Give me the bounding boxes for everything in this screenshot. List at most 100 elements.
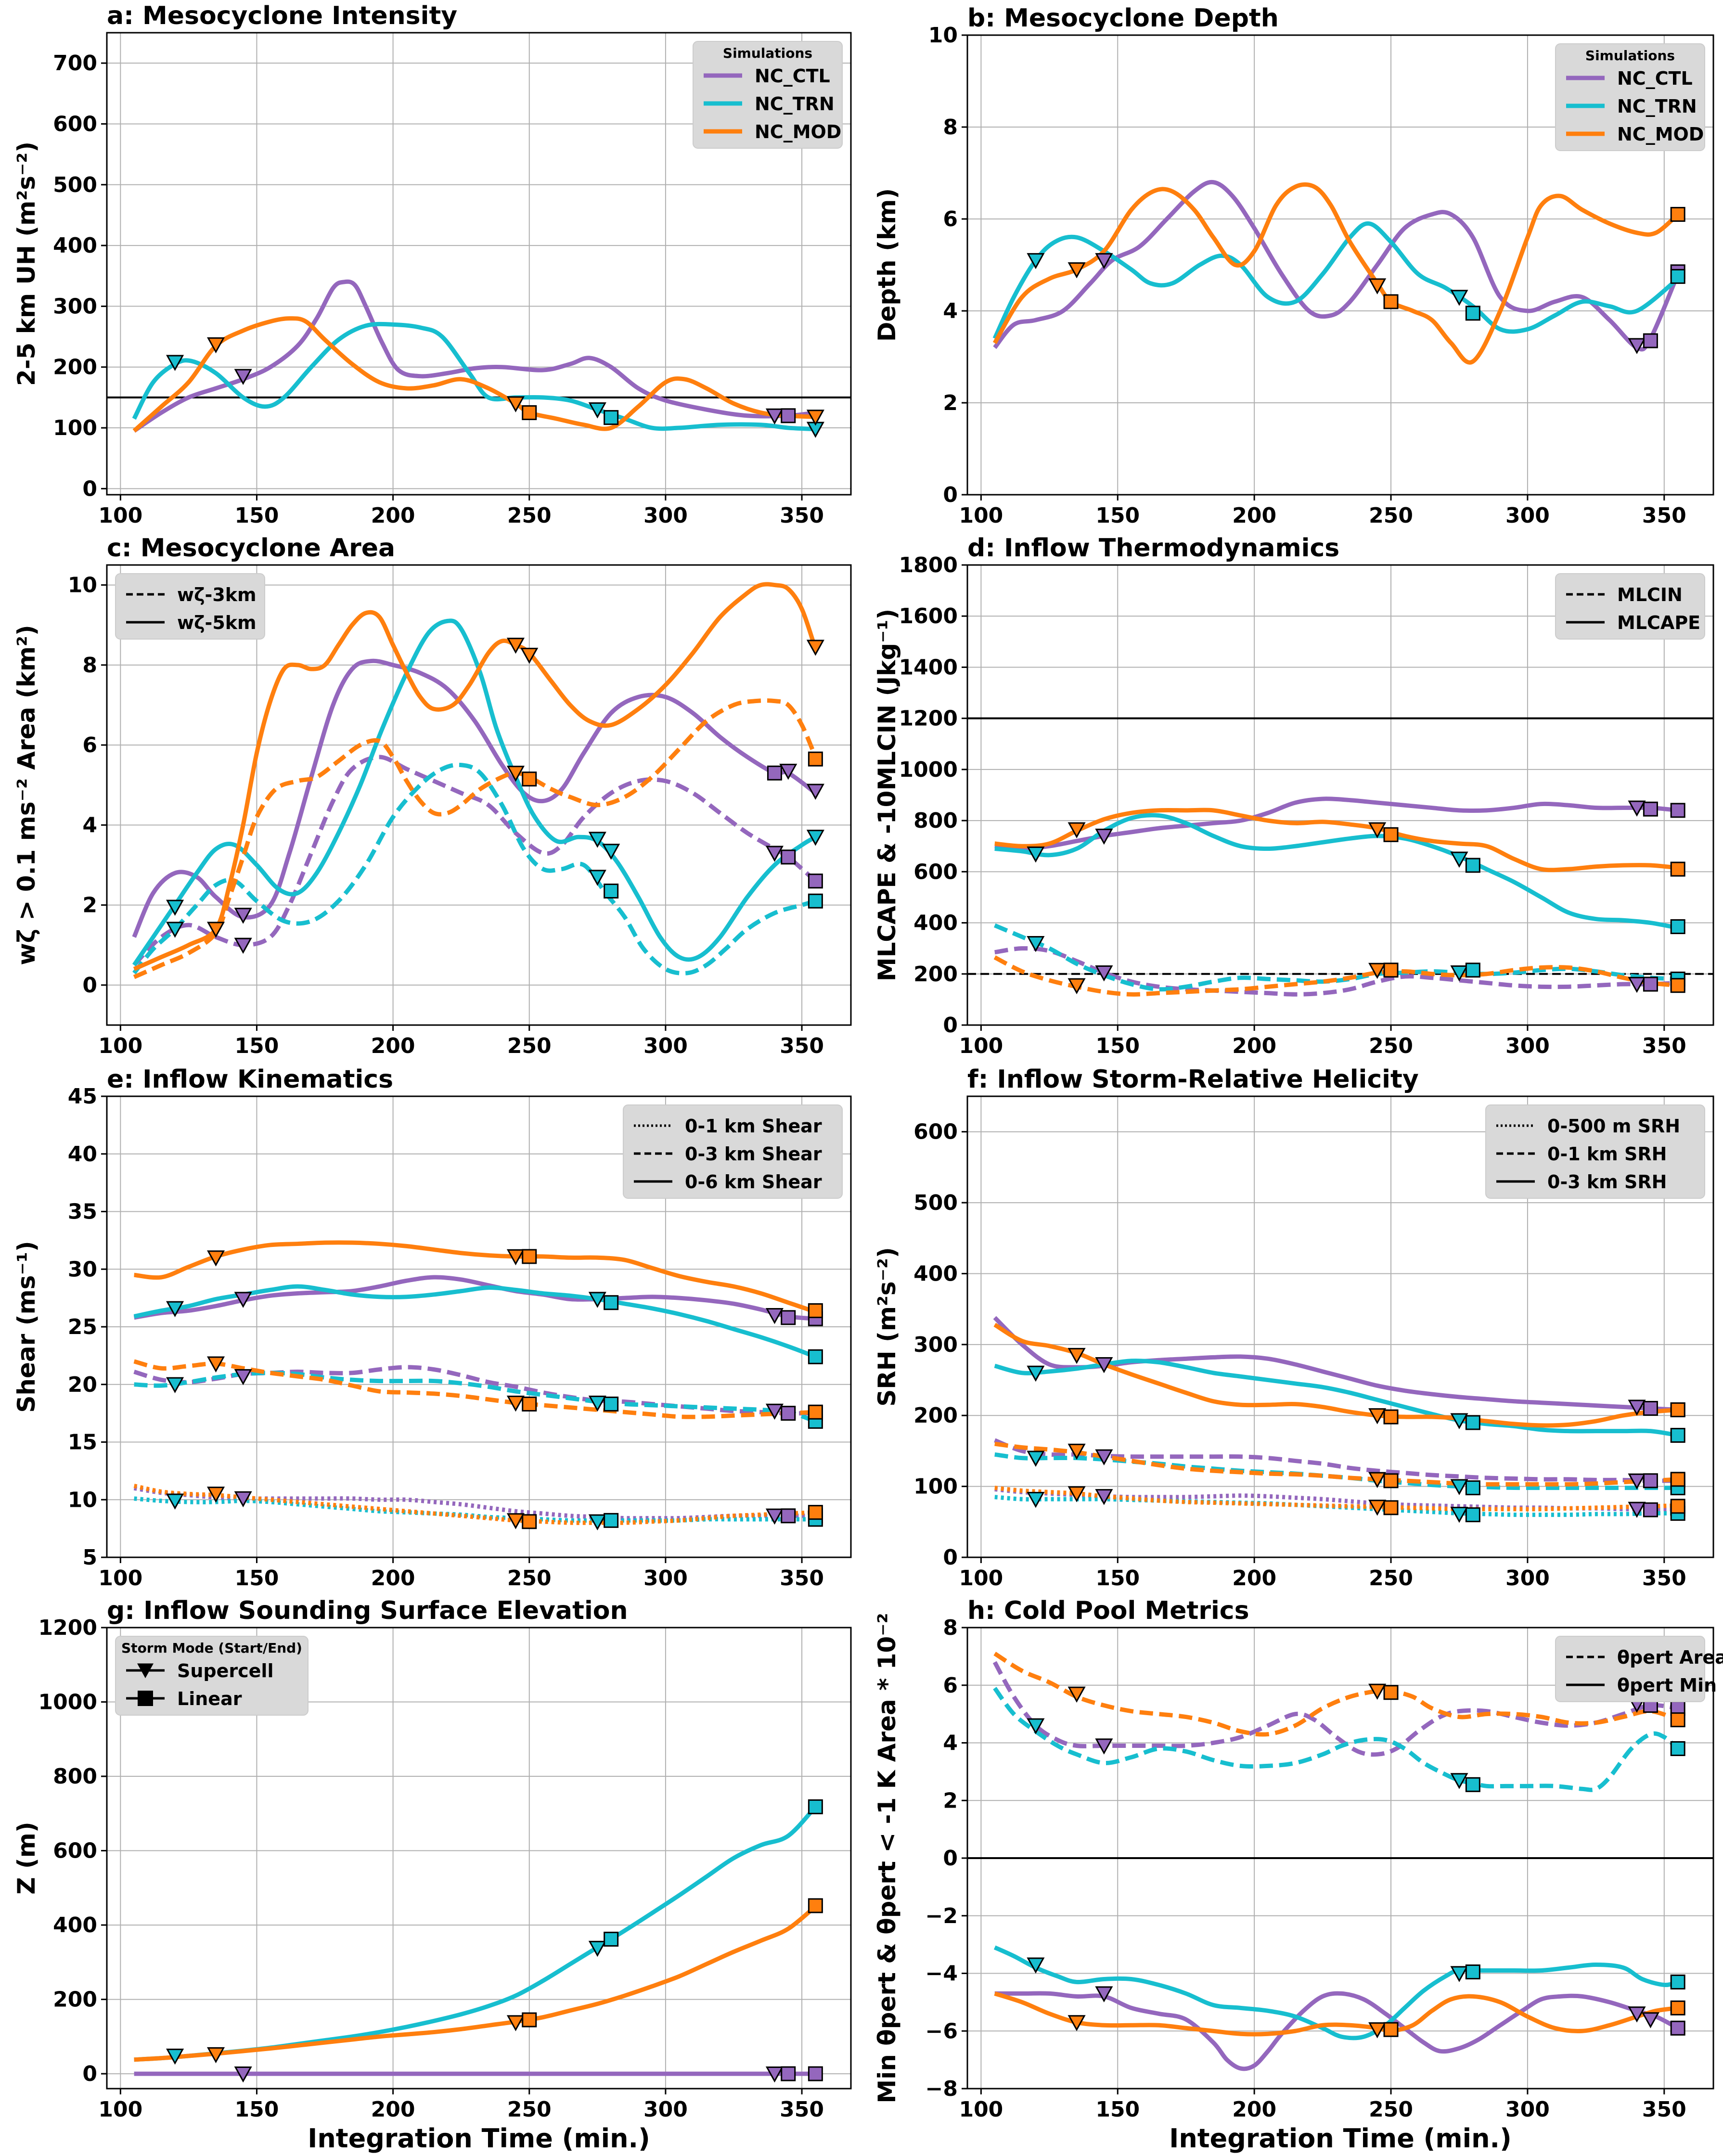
x-tick-label: 250: [507, 1034, 552, 1058]
y-tick-label: 600: [53, 112, 97, 136]
square-marker: [808, 893, 823, 909]
legend: Simulations NC_CTL NC_TRN NC_MOD: [1555, 43, 1705, 151]
panel-a: a: Mesocyclone Intensity 100 150 200 250 300 3…: [13, 1, 852, 528]
legend-square-marker: [138, 1691, 153, 1706]
plot-area: [992, 180, 1680, 365]
triangle-marker: [234, 1292, 252, 1308]
series-line: [134, 1496, 816, 1523]
triangle-marker: [1450, 290, 1468, 306]
x-tick-label: 300: [1505, 2097, 1550, 2122]
legend-label: NC_CTL: [755, 65, 830, 87]
axes-frame: [106, 1627, 852, 2090]
x-tick-label: 300: [1505, 1034, 1550, 1058]
x-tick-label: 100: [98, 503, 142, 528]
triangle-marker: [1641, 2012, 1659, 2028]
triangle-marker: [1368, 2022, 1387, 2039]
series-line: [134, 1904, 817, 2062]
triangle-marker: [1027, 936, 1045, 952]
legend-title: Simulations: [723, 45, 812, 61]
triangle-marker: [1027, 253, 1045, 270]
panel-title: h: Cold Pool Metrics: [967, 1596, 1249, 1625]
square-marker: [1670, 1472, 1685, 1487]
panel-c: c: Mesocyclone Area 100 150 200 250 300 350 0 2 4…: [13, 534, 852, 1058]
x-tick-label: 250: [1369, 503, 1413, 528]
y-tick-label: 10: [68, 573, 97, 598]
axes-frame: [966, 564, 1714, 1026]
triangle-marker: [765, 1308, 784, 1324]
triangle-marker: [1628, 1399, 1646, 1416]
series-line: [134, 1805, 817, 2062]
triangle-marker: [1450, 1413, 1468, 1429]
y-tick-label: 5: [82, 1545, 97, 1570]
x-tick-label: 250: [1369, 1034, 1413, 1058]
series-line: [994, 946, 1678, 997]
ticks: 100 150 200 250 300 350 0 2 4 6 8 10: [928, 23, 1686, 528]
square-marker: [604, 1295, 619, 1310]
triangle-marker: [1368, 1408, 1387, 1424]
triangle-marker: [1095, 1489, 1113, 1505]
triangle-marker: [520, 647, 539, 664]
legend-label: wζ-5km: [177, 612, 257, 633]
ticks: 100 150 200 250 300 350 0 200 400 600 800 1000 1200 1…: [899, 553, 1686, 1058]
triangle-marker: [506, 766, 525, 782]
series-line: [994, 1441, 1678, 1487]
plot-area: [967, 717, 1713, 997]
triangle-marker: [1368, 962, 1387, 979]
axes-frame: [106, 1095, 852, 1558]
triangle-marker: [1067, 978, 1086, 994]
x-tick-label: 200: [1232, 2097, 1276, 2122]
y-tick-label: 100: [913, 1475, 958, 1499]
triangle-marker: [1067, 1443, 1086, 1460]
triangle-marker: [234, 369, 252, 385]
square-marker: [604, 1396, 619, 1412]
legend-label: NC_MOD: [755, 121, 841, 142]
square-marker: [1465, 1777, 1480, 1792]
y-tick-label: 400: [913, 1261, 958, 1286]
square-marker: [1670, 919, 1685, 935]
series-line: [134, 1371, 816, 1424]
y-tick-label: 200: [913, 962, 958, 987]
y-axis-label: Min θpert & θpert < -1 K Area * 10⁻²: [873, 1613, 901, 2103]
legend-label: Linear: [177, 1688, 242, 1709]
y-tick-label: 1000: [899, 757, 958, 782]
triangle-marker: [588, 1395, 606, 1412]
square-marker: [1383, 1409, 1399, 1424]
y-axis-label: SRH (m²s⁻²): [873, 1247, 901, 1407]
triangle-marker: [1067, 1348, 1086, 1364]
triangle-marker: [1027, 847, 1045, 863]
legend-label: 0-6 km Shear: [685, 1171, 822, 1193]
legend: MLCIN MLCAPE: [1555, 573, 1705, 640]
legend-label: 0-1 km SRH: [1547, 1143, 1667, 1165]
square-marker: [767, 765, 782, 781]
triangle-marker: [166, 1493, 184, 1510]
square-marker: [781, 1406, 796, 1421]
panel-title: c: Mesocyclone Area: [107, 534, 395, 563]
triangle-marker: [1067, 1486, 1086, 1502]
triangle-marker: [1067, 262, 1086, 279]
triangle-marker: [1628, 1502, 1646, 1518]
y-tick-label: 500: [913, 1191, 958, 1215]
y-tick-label: 4: [943, 1731, 958, 1756]
axes-frame: [106, 564, 852, 1026]
square-marker: [808, 1404, 823, 1420]
ticks: 100 150 200 250 300 350 5 10 15 20 25 30 35 40 45: [68, 1084, 824, 1591]
triangle-marker: [1095, 1357, 1113, 1373]
legend-label: NC_CTL: [1617, 68, 1693, 89]
triangle-marker: [1027, 1492, 1045, 1508]
square-marker: [1670, 1427, 1685, 1443]
series-line: [993, 180, 1680, 352]
square-marker: [1465, 1507, 1480, 1523]
triangle-marker: [206, 1356, 225, 1373]
square-marker: [1670, 1402, 1685, 1417]
triangle-marker: [806, 410, 824, 426]
legend-triangle-marker: [137, 1663, 154, 1679]
series-line: [133, 279, 816, 433]
panel-title: e: Inflow Kinematics: [107, 1065, 393, 1094]
y-tick-label: 400: [53, 233, 97, 258]
square-marker: [781, 408, 796, 424]
series-line: [994, 1495, 1678, 1517]
y-tick-label: 2: [943, 391, 958, 415]
x-tick-label: 100: [959, 1566, 1003, 1591]
triangle-marker: [1027, 1450, 1045, 1467]
x-tick-label: 200: [371, 1034, 415, 1058]
